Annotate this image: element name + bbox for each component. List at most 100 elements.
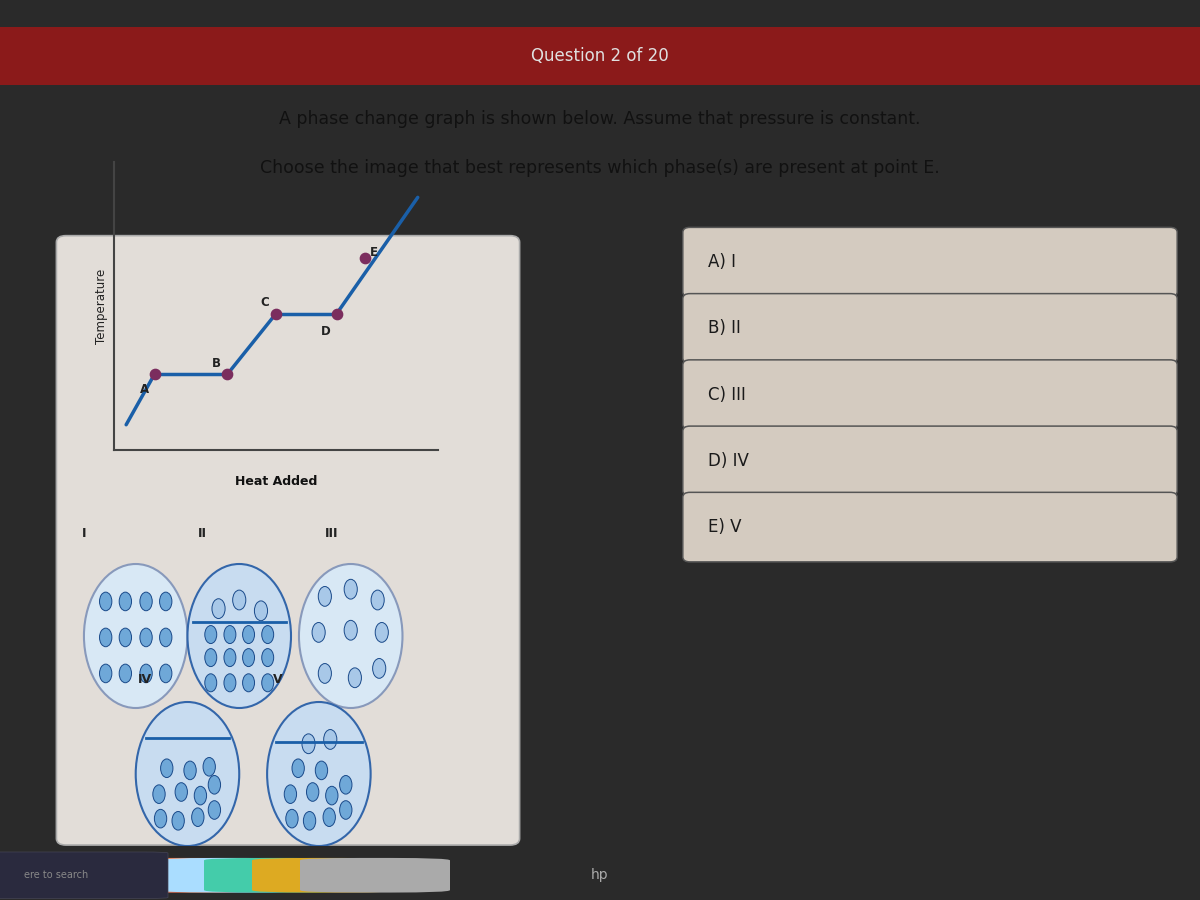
Circle shape [140, 592, 152, 611]
Circle shape [184, 761, 197, 779]
Circle shape [119, 592, 132, 611]
Circle shape [140, 664, 152, 683]
Circle shape [312, 623, 325, 643]
Text: Choose the image that best represents which phase(s) are present at point E.: Choose the image that best represents wh… [260, 159, 940, 177]
Circle shape [209, 801, 221, 819]
Ellipse shape [299, 564, 402, 708]
Text: III: III [325, 527, 338, 540]
FancyBboxPatch shape [0, 27, 1200, 85]
Point [328, 306, 347, 320]
Circle shape [302, 734, 316, 753]
Circle shape [340, 801, 352, 819]
FancyBboxPatch shape [683, 492, 1177, 562]
Ellipse shape [84, 564, 187, 708]
FancyBboxPatch shape [156, 858, 306, 893]
Circle shape [242, 674, 254, 692]
FancyBboxPatch shape [683, 228, 1177, 297]
FancyBboxPatch shape [683, 426, 1177, 496]
Circle shape [224, 674, 236, 692]
Text: D: D [320, 325, 330, 338]
Circle shape [344, 620, 358, 640]
Point [218, 367, 238, 382]
Point [145, 367, 164, 382]
Circle shape [323, 808, 335, 826]
Circle shape [325, 787, 338, 805]
Circle shape [161, 759, 173, 778]
Ellipse shape [187, 564, 292, 708]
Circle shape [371, 590, 384, 610]
Circle shape [192, 808, 204, 826]
Text: hp: hp [592, 868, 608, 882]
FancyBboxPatch shape [683, 360, 1177, 429]
FancyBboxPatch shape [683, 293, 1177, 364]
FancyBboxPatch shape [204, 858, 354, 893]
Circle shape [212, 598, 226, 618]
Circle shape [304, 812, 316, 830]
Circle shape [119, 628, 132, 647]
Text: E) V: E) V [708, 518, 742, 536]
Circle shape [324, 730, 337, 750]
Ellipse shape [268, 702, 371, 846]
Text: Question 2 of 20: Question 2 of 20 [532, 47, 668, 65]
Circle shape [224, 626, 236, 644]
Circle shape [155, 809, 167, 828]
Circle shape [205, 674, 217, 692]
Circle shape [262, 649, 274, 667]
Circle shape [205, 649, 217, 667]
FancyBboxPatch shape [0, 852, 168, 898]
Circle shape [140, 628, 152, 647]
FancyBboxPatch shape [300, 858, 450, 893]
Circle shape [224, 649, 236, 667]
Text: V: V [274, 673, 283, 686]
Circle shape [160, 592, 172, 611]
Circle shape [373, 659, 385, 679]
Text: Heat Added: Heat Added [235, 475, 317, 489]
Circle shape [175, 783, 187, 801]
Circle shape [242, 626, 254, 644]
Text: I: I [82, 527, 86, 540]
Circle shape [209, 776, 221, 794]
Text: B: B [211, 356, 221, 370]
Circle shape [160, 628, 172, 647]
Text: IV: IV [138, 673, 152, 686]
Text: C: C [260, 296, 269, 309]
Text: II: II [198, 527, 206, 540]
Text: A phase change graph is shown below. Assume that pressure is constant.: A phase change graph is shown below. Ass… [280, 110, 920, 128]
Circle shape [262, 674, 274, 692]
Circle shape [318, 587, 331, 607]
FancyBboxPatch shape [108, 858, 258, 893]
Text: B) II: B) II [708, 320, 740, 338]
Circle shape [316, 761, 328, 779]
Circle shape [205, 626, 217, 644]
Circle shape [348, 668, 361, 688]
Text: A) I: A) I [708, 253, 736, 271]
Circle shape [242, 649, 254, 667]
Text: A: A [140, 382, 149, 396]
Circle shape [262, 626, 274, 644]
Circle shape [254, 601, 268, 621]
Circle shape [306, 783, 319, 801]
Text: E: E [370, 247, 378, 259]
Circle shape [160, 664, 172, 683]
Y-axis label: Temperature: Temperature [96, 268, 108, 344]
Circle shape [194, 787, 206, 805]
Circle shape [344, 580, 358, 599]
FancyBboxPatch shape [60, 858, 210, 893]
FancyBboxPatch shape [56, 236, 520, 845]
Circle shape [233, 590, 246, 610]
Circle shape [286, 809, 298, 828]
Text: ere to search: ere to search [24, 870, 89, 880]
Circle shape [340, 776, 352, 794]
Text: C) III: C) III [708, 385, 746, 403]
Point [266, 306, 286, 320]
Text: D) IV: D) IV [708, 452, 749, 470]
Circle shape [152, 785, 166, 804]
Ellipse shape [136, 702, 239, 846]
Point [355, 251, 374, 266]
Circle shape [376, 623, 389, 643]
Circle shape [100, 664, 112, 683]
Circle shape [292, 759, 305, 778]
Circle shape [203, 758, 215, 776]
Circle shape [100, 592, 112, 611]
Circle shape [119, 664, 132, 683]
